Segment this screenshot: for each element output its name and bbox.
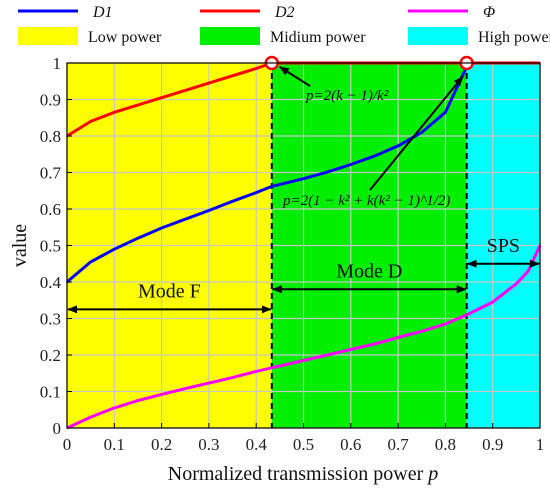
x-tick-label: 0.5	[293, 435, 314, 454]
mode-label: SPS	[487, 235, 520, 257]
y-tick-label: 0.1	[40, 383, 61, 402]
annotation-arrow	[278, 66, 311, 87]
y-tick-label: 0.5	[40, 237, 61, 256]
y-tick-label: 0.2	[40, 346, 61, 365]
x-tick-label: 0.8	[435, 435, 456, 454]
y-tick-label: 0.3	[40, 310, 61, 329]
y-tick-label: 1	[53, 54, 62, 73]
x-tick-label: 0.6	[340, 435, 361, 454]
x-tick-label: 0.4	[246, 435, 268, 454]
legend-patch-swatch	[408, 27, 468, 45]
y-tick-label: 0	[53, 419, 62, 438]
annotation-arrow	[369, 75, 464, 191]
legend-patch-swatch	[18, 27, 78, 45]
legend-label: Low power	[88, 29, 162, 46]
annotation-text: p=2(k − 1)/k²	[305, 88, 389, 104]
legend-label: D1	[92, 4, 113, 21]
legend-label: Midium power	[270, 29, 366, 46]
mode-label: Mode F	[138, 280, 201, 302]
x-tick-label: 0	[63, 435, 72, 454]
annotation-text: p=2(1 − k² + k(k² − 1)^1/2)	[282, 193, 450, 209]
y-tick-label: 0.9	[40, 91, 61, 110]
y-tick-label: 0.7	[40, 164, 62, 183]
plot-area: p=2(k − 1)/k² p=2(1 − k² + k(k² − 1)^1/2)…	[40, 54, 545, 454]
x-tick-label: 1	[536, 435, 545, 454]
legend-label: High power	[478, 29, 550, 46]
legend-label: D2	[274, 4, 295, 21]
legend-label: Φ	[483, 4, 495, 21]
x-tick-label: 0.3	[198, 435, 219, 454]
x-axis-label-var: p	[426, 463, 438, 485]
mode-label: Mode D	[336, 260, 402, 282]
x-tick-label: 0.2	[151, 435, 172, 454]
x-axis-label-text: Normalized transmission power	[168, 463, 424, 485]
x-tick-label: 0.7	[387, 435, 409, 454]
legend-patch-swatch	[200, 27, 260, 45]
y-tick-label: 0.8	[40, 127, 61, 146]
x-tick-label: 0.1	[104, 435, 125, 454]
x-tick-label: 0.9	[482, 435, 503, 454]
y-axis-label: value	[9, 224, 31, 267]
series-line-d1	[66, 65, 469, 284]
y-tick-label: 0.4	[40, 273, 62, 292]
y-tick-label: 0.6	[40, 200, 61, 219]
series-line-φ	[66, 244, 542, 430]
x-axis-label: Normalized transmission power p	[168, 463, 439, 485]
legend: D1 D2 Φ Low power Midium power High power	[18, 4, 550, 46]
